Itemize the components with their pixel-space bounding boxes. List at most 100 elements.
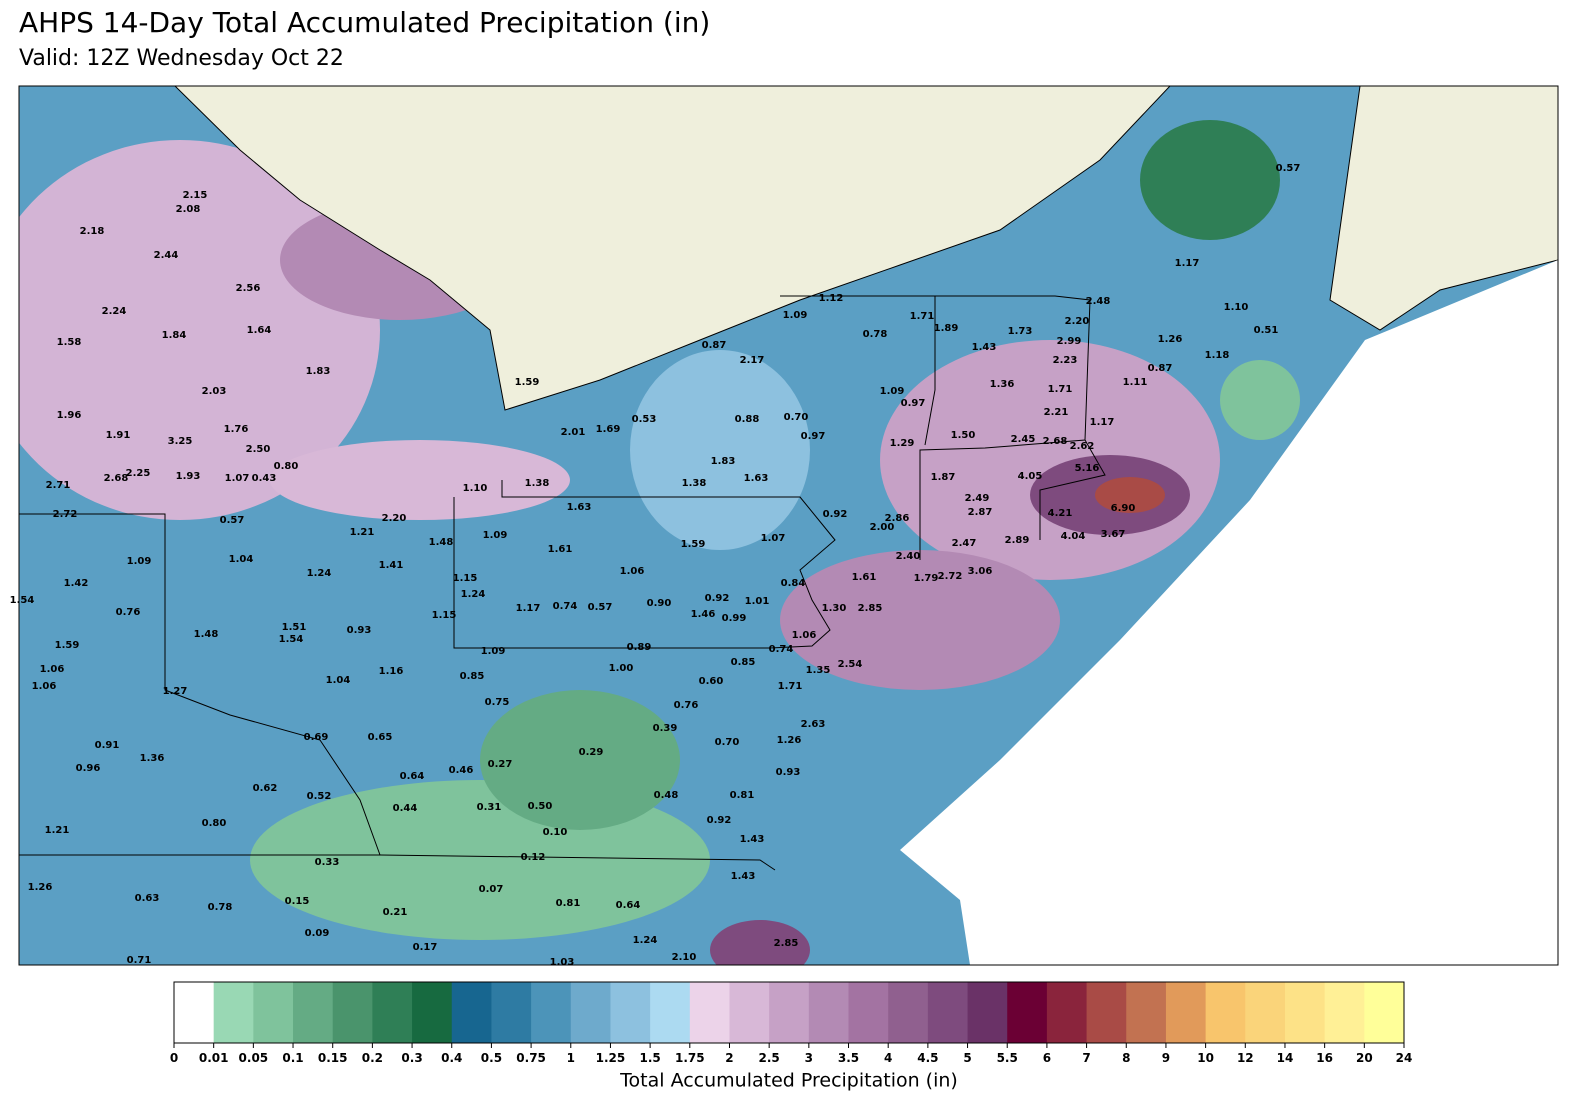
- station-value: 2.20: [1065, 316, 1090, 327]
- station-value: 1.59: [55, 640, 80, 651]
- station-value: 0.97: [901, 398, 926, 409]
- station-value: 1.89: [934, 323, 959, 334]
- station-value: 1.24: [633, 935, 658, 946]
- station-value: 1.71: [1048, 384, 1073, 395]
- station-value: 1.83: [711, 456, 736, 467]
- station-value: 1.04: [326, 675, 351, 686]
- station-value: 0.74: [553, 601, 578, 612]
- precip-area: [1095, 477, 1165, 513]
- station-value: 1.26: [28, 882, 53, 893]
- station-value: 3.25: [168, 436, 193, 447]
- subtitle: Valid: 12Z Wednesday Oct 22: [19, 46, 344, 71]
- station-value: 1.43: [972, 342, 997, 353]
- colorbar-swatch: [372, 982, 413, 1043]
- station-value: 2.49: [965, 493, 990, 504]
- colorbar-tick-label: 3.5: [838, 1051, 859, 1065]
- station-value: 2.23: [1053, 355, 1078, 366]
- station-value: 0.65: [368, 732, 393, 743]
- station-value: 0.81: [730, 790, 755, 801]
- station-value: 1.54: [10, 595, 35, 606]
- colorbar-tick-label: 1.25: [596, 1051, 626, 1065]
- precip-area: [480, 690, 680, 830]
- station-value: 1.11: [1123, 377, 1148, 388]
- station-value: 1.38: [525, 478, 550, 489]
- station-value: 1.41: [379, 560, 404, 571]
- station-value: 2.20: [382, 513, 407, 524]
- colorbar-tick-label: 12: [1237, 1051, 1254, 1065]
- station-value: 1.43: [740, 834, 765, 845]
- colorbar-swatch: [1324, 982, 1365, 1043]
- station-value: 2.85: [774, 938, 799, 949]
- colorbar-tick-label: 8: [1122, 1051, 1130, 1065]
- station-value: 1.51: [282, 622, 307, 633]
- station-value: 2.56: [236, 283, 261, 294]
- colorbar-tick-label: 4: [884, 1051, 892, 1065]
- station-value: 0.85: [460, 671, 485, 682]
- station-value: 1.63: [567, 502, 592, 513]
- station-value: 1.59: [515, 377, 540, 388]
- station-value: 0.99: [722, 613, 747, 624]
- station-value: 1.06: [32, 681, 57, 692]
- land: [1329, 86, 1558, 331]
- station-value: 1.21: [45, 825, 70, 836]
- colorbar-swatch: [1046, 982, 1088, 1043]
- colorbar-tick-label: 3: [805, 1051, 813, 1065]
- colorbar-swatch: [808, 982, 850, 1043]
- station-value: 1.09: [481, 646, 506, 657]
- station-value: 2.71: [46, 480, 71, 491]
- station-value: 1.61: [852, 572, 877, 583]
- station-value: 1.61: [548, 544, 573, 555]
- station-value: 0.78: [863, 329, 888, 340]
- station-value: 1.54: [279, 634, 304, 645]
- station-value: 0.85: [731, 657, 756, 668]
- precip-area: [1140, 120, 1280, 240]
- station-value: 1.36: [990, 379, 1015, 390]
- precip-area: [710, 920, 810, 965]
- station-value: 1.38: [682, 478, 707, 489]
- colorbar-tick-label: 0.2: [362, 1051, 383, 1065]
- station-value: 0.21: [383, 907, 408, 918]
- state-line: [924, 296, 936, 446]
- station-value: 1.43: [731, 871, 756, 882]
- station-value: 1.64: [247, 325, 272, 336]
- colorbar-tick-label: 0.4: [441, 1051, 462, 1065]
- station-value: 0.64: [400, 771, 425, 782]
- station-value: 1.84: [162, 330, 187, 341]
- station-value: 1.26: [1158, 334, 1183, 345]
- colorbar-tick-label: 4.5: [917, 1051, 938, 1065]
- station-value: 2.45: [1011, 434, 1036, 445]
- station-value: 1.00: [609, 663, 634, 674]
- station-value: 0.64: [616, 900, 641, 911]
- station-value: 5.16: [1075, 463, 1100, 474]
- station-value: 0.92: [707, 815, 732, 826]
- station-value: 0.51: [1254, 325, 1279, 336]
- colorbar-swatch: [610, 982, 651, 1043]
- station-value: 2.21: [1044, 407, 1069, 418]
- station-value: 0.33: [315, 857, 340, 868]
- colorbar-swatch: [332, 982, 373, 1043]
- title: AHPS 14-Day Total Accumulated Precipitat…: [19, 6, 710, 39]
- station-value: 1.24: [461, 589, 486, 600]
- station-value: 1.15: [453, 573, 478, 584]
- colorbar-tick-label: 9: [1162, 1051, 1170, 1065]
- station-value: 2.72: [938, 571, 963, 582]
- station-value: 1.24: [307, 568, 332, 579]
- station-value: 1.15: [432, 610, 457, 621]
- station-value: 2.03: [202, 386, 227, 397]
- station-value: 2.17: [740, 355, 765, 366]
- station-value: 1.09: [880, 386, 905, 397]
- station-value: 1.73: [1008, 326, 1033, 337]
- colorbar-swatch: [729, 982, 770, 1043]
- colorbar-tick-label: 0.3: [401, 1051, 422, 1065]
- map: [19, 86, 1558, 965]
- colorbar-tick-label: 1.5: [639, 1051, 660, 1065]
- colorbar-swatch: [967, 982, 1008, 1043]
- station-value: 0.62: [253, 783, 278, 794]
- state-line: [453, 480, 836, 649]
- station-value: 0.81: [556, 898, 581, 909]
- station-value: 6.90: [1111, 503, 1136, 514]
- colorbar-swatch: [650, 982, 691, 1043]
- station-value: 1.59: [681, 539, 706, 550]
- station-value: 0.97: [801, 431, 826, 442]
